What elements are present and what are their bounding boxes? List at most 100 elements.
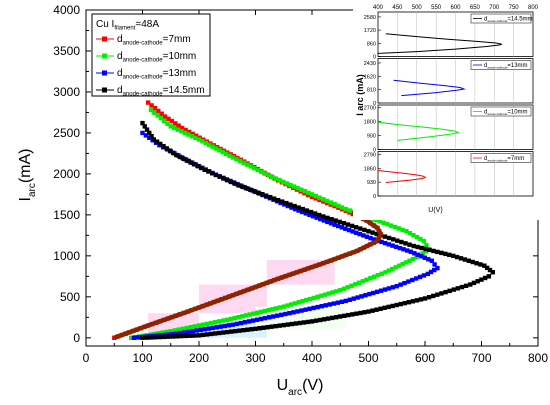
- series-marker: [291, 310, 296, 315]
- series-marker: [443, 289, 448, 295]
- series-marker: [266, 307, 271, 313]
- series-marker: [432, 267, 437, 273]
- series-marker: [186, 329, 191, 334]
- series-marker: [447, 252, 452, 258]
- series-marker: [292, 203, 297, 209]
- series-marker: [227, 153, 232, 158]
- series-marker: [325, 219, 330, 225]
- series-marker: [271, 196, 277, 201]
- series-marker: [407, 231, 413, 236]
- series-marker: [343, 206, 349, 212]
- series-marker: [164, 329, 169, 335]
- series-marker: [371, 237, 377, 242]
- series-marker: [292, 206, 298, 212]
- y-tick-label: 500: [60, 290, 80, 304]
- inset-legend-label: danode-cathode=7mm: [484, 156, 524, 162]
- series-marker: [257, 326, 262, 331]
- series-marker: [180, 326, 186, 331]
- series-marker: [277, 305, 283, 310]
- series-marker: [487, 267, 493, 273]
- series-marker: [188, 324, 194, 330]
- inset-legend-label: danode-cathode=13mm: [484, 63, 528, 69]
- series-marker: [330, 290, 335, 295]
- series-marker: [328, 200, 334, 205]
- inset-y-tick-label: 1860: [364, 166, 376, 172]
- series-marker: [206, 326, 211, 331]
- series-marker: [225, 329, 230, 335]
- series-marker: [303, 211, 309, 216]
- series-marker: [395, 238, 400, 243]
- series-marker: [176, 327, 182, 332]
- series-marker: [451, 253, 456, 259]
- inset-panel-10mm: 0 900 1800 2700 danode-cathode=10mm: [364, 104, 534, 154]
- series-marker: [147, 135, 152, 141]
- series-marker: [162, 334, 167, 340]
- series-marker: [255, 167, 261, 173]
- series-marker: [165, 121, 170, 126]
- inset-y-axis-label: I arc (mA): [355, 74, 365, 116]
- series-marker: [311, 295, 317, 301]
- series-marker: [161, 143, 166, 149]
- series-marker: [350, 312, 355, 317]
- series-marker: [204, 321, 210, 327]
- series-marker: [329, 315, 335, 321]
- series-marker: [236, 183, 241, 188]
- series-marker: [311, 305, 316, 311]
- series-marker: [335, 300, 341, 305]
- series-marker: [413, 276, 419, 281]
- series-marker: [339, 299, 345, 305]
- series-marker: [240, 184, 245, 190]
- series-marker: [232, 315, 237, 321]
- series-marker: [312, 211, 318, 216]
- series-marker: [414, 298, 420, 303]
- series-marker: [151, 137, 156, 142]
- inset-y-tick-label: 0: [373, 194, 376, 200]
- series-marker: [260, 192, 265, 197]
- series-marker: [309, 192, 315, 197]
- series-marker: [338, 288, 343, 293]
- series-marker: [319, 303, 324, 309]
- series-marker: [196, 137, 202, 142]
- series-marker: [140, 335, 145, 341]
- inset-legend-box: [470, 153, 532, 163]
- series-marker: [270, 307, 275, 312]
- series-marker: [358, 310, 363, 316]
- series-marker: [193, 135, 198, 141]
- series-marker: [259, 169, 264, 175]
- series-marker: [323, 303, 328, 308]
- series-marker: [370, 230, 375, 235]
- series-marker: [314, 215, 319, 220]
- series-marker: [275, 197, 281, 203]
- legend-entry-label: danode-cathode=14.5mm: [117, 85, 205, 98]
- legend-marker: [102, 36, 107, 42]
- series-marker: [234, 157, 239, 162]
- series-marker: [406, 300, 412, 305]
- series-marker: [329, 216, 334, 222]
- series-marker: [386, 235, 392, 241]
- series-marker: [267, 194, 273, 200]
- series-marker: [208, 320, 214, 326]
- series-marker: [420, 251, 425, 256]
- series-marker: [241, 327, 246, 333]
- series-marker: [210, 325, 215, 331]
- inset-y-tick-label: 0: [373, 55, 376, 61]
- series-marker: [363, 293, 368, 298]
- series-marker: [345, 285, 350, 290]
- series-marker: [339, 205, 345, 210]
- series-marker: [404, 229, 409, 234]
- series-marker: [435, 265, 440, 271]
- series-marker: [349, 223, 355, 229]
- series-marker: [129, 335, 134, 341]
- series-marker: [371, 290, 376, 296]
- series-marker: [343, 226, 348, 231]
- series-marker: [262, 308, 268, 314]
- series-marker: [152, 110, 157, 115]
- series-marker: [169, 118, 175, 124]
- series-marker: [411, 243, 416, 249]
- inset-y-tick-label: 810: [367, 88, 376, 94]
- series-marker: [490, 270, 495, 275]
- series-marker: [242, 320, 248, 325]
- series-marker: [184, 325, 190, 331]
- series-marker: [186, 129, 192, 135]
- series-marker: [484, 265, 490, 271]
